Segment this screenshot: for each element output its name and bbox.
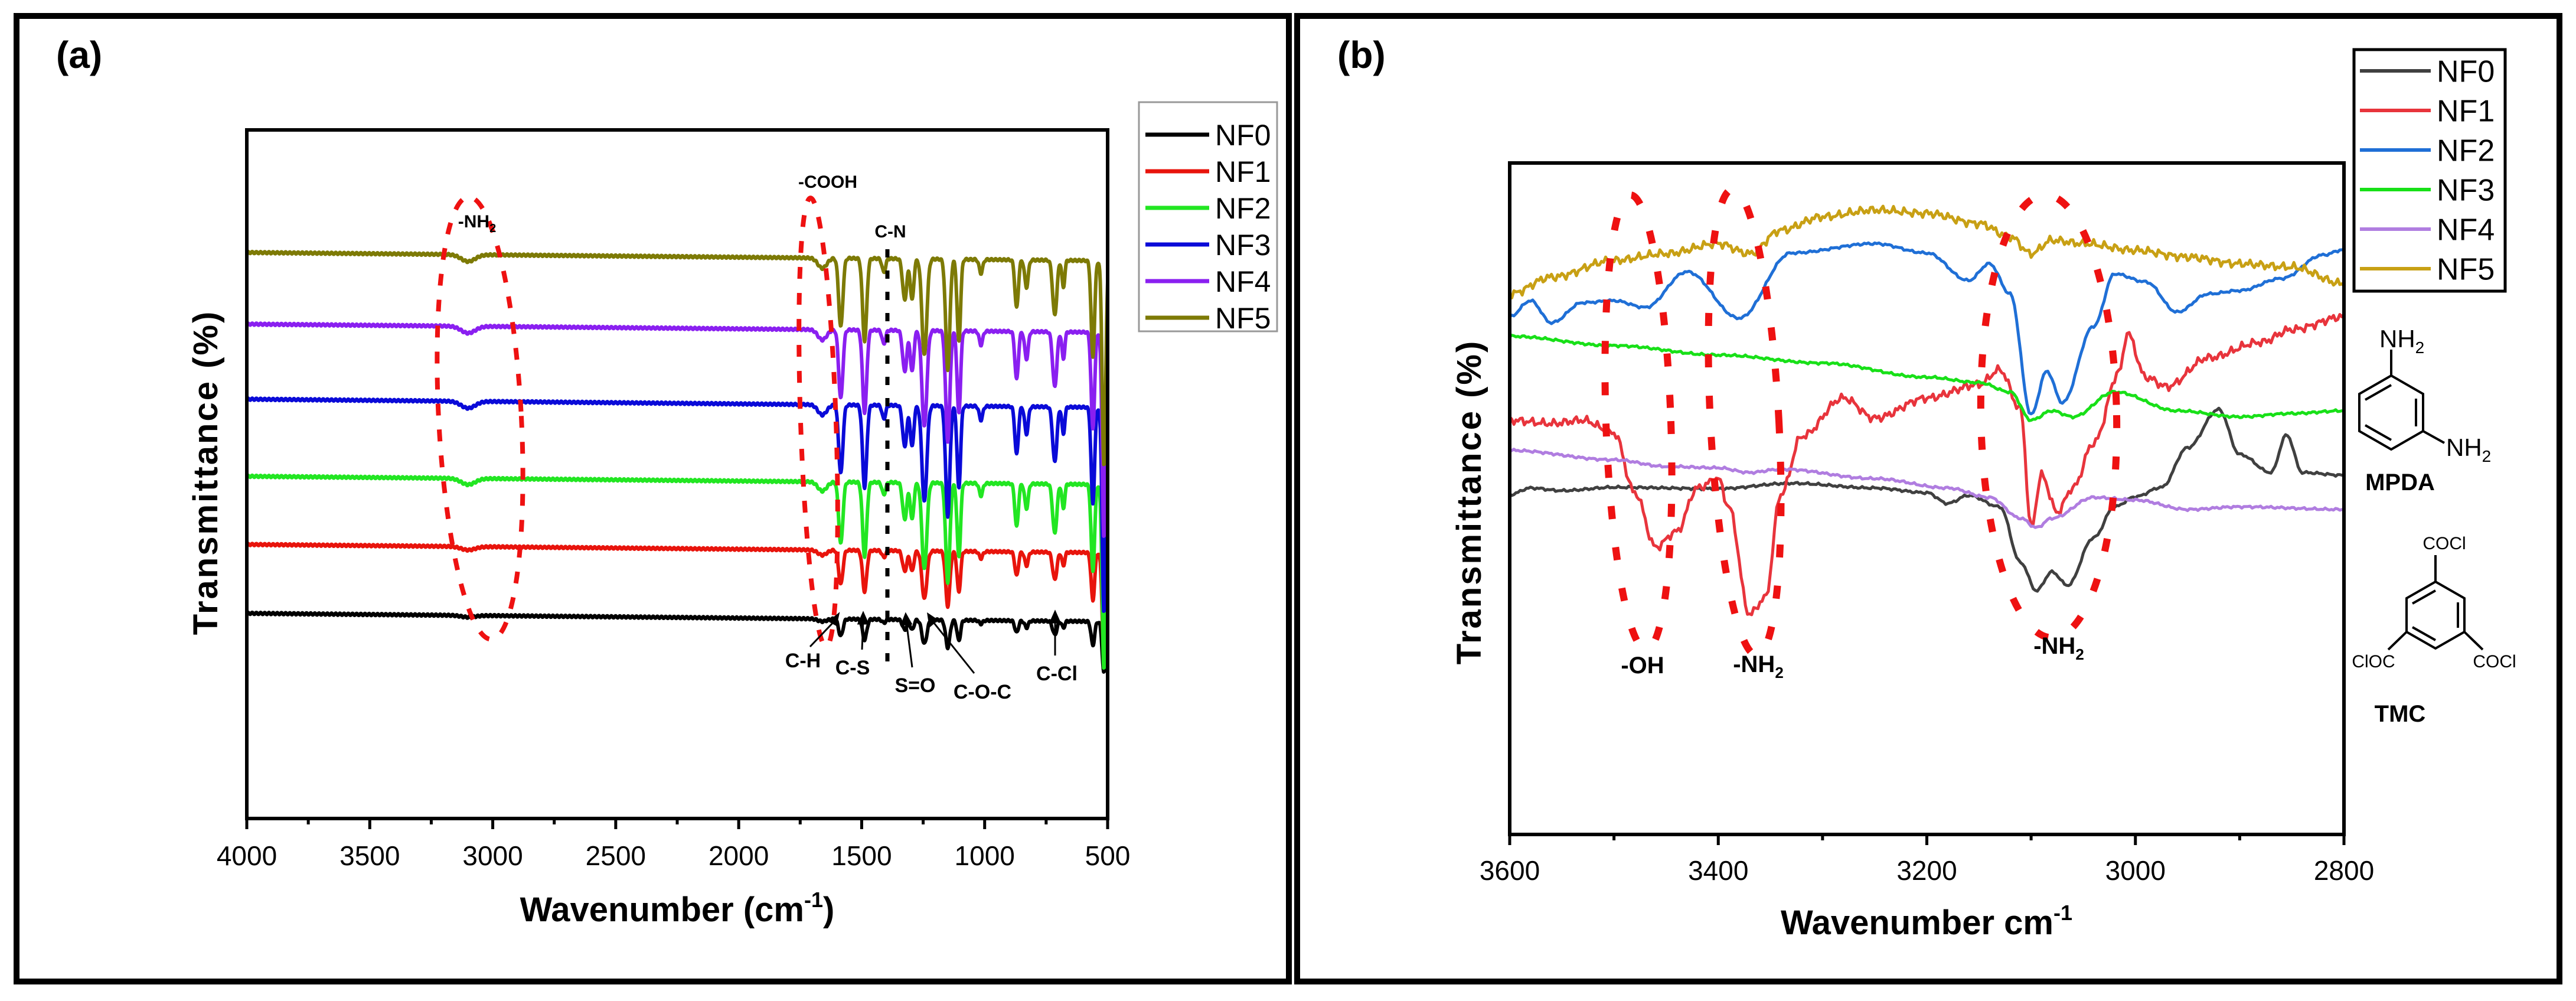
tmc-cocl-top: COCl [2422, 534, 2466, 553]
x-tick-label: 3600 [1480, 855, 1540, 886]
label-nh2-right: -NH2 [2033, 633, 2084, 663]
x-tick-label: 3500 [339, 840, 400, 871]
panel-a-label: (a) [56, 34, 102, 76]
mpda-structure [2358, 350, 2445, 451]
x-tick-label: 3000 [2105, 855, 2166, 886]
label-nh2-left: -NH2 [1733, 651, 1784, 682]
panel-a-y-axis-title: Transmittance (%) [187, 310, 225, 635]
x-tick-label: 3400 [1688, 855, 1748, 886]
legend-label-nf2: NF2 [1215, 192, 1271, 225]
series-line-nf0 [1509, 406, 2345, 593]
series-line-nf1 [1509, 313, 2346, 617]
x-tick-label: 2500 [586, 840, 646, 871]
legend-label-nf4: NF4 [2437, 213, 2495, 247]
mpda-nh2-right: NH2 [2446, 433, 2491, 465]
tmc-label: TMC [2375, 701, 2426, 727]
x-tick-label: 1000 [955, 840, 1015, 871]
nh2-left-oval [1705, 185, 1785, 659]
tmc-cloc-left: ClOC [2352, 652, 2395, 671]
series-line-nf2 [1509, 241, 2345, 416]
panel-b: (b) 3600 3400 3200 3000 2800 Wavenumber cm-1… [1294, 13, 2562, 984]
x-tick-label: 500 [1085, 840, 1131, 871]
label-ch: C-H [785, 650, 821, 672]
nh2-right-oval [1977, 191, 2121, 641]
legend-label-nf0: NF0 [1215, 119, 1271, 152]
series-line-nf3 [1509, 334, 2345, 422]
panel-b-annotations [1601, 185, 2121, 659]
series-line-nf2 [245, 473, 1109, 670]
label-coc: C-O-C [954, 681, 1011, 703]
panel-a-border [14, 13, 1292, 984]
legend-label-nf5: NF5 [1215, 302, 1271, 335]
panel-a-plot-frame [245, 128, 1109, 820]
legend-label-nf3: NF3 [2437, 174, 2495, 208]
panel-b-series [1508, 204, 2346, 617]
label-ccl: C-Cl [1036, 663, 1078, 685]
legend-label-nf0: NF0 [2437, 55, 2495, 89]
panel-a-annotations [435, 194, 840, 649]
mpda-label: MPDA [2365, 469, 2435, 495]
panel-a-x-axis: 4000 3500 3000 2500 2000 1500 1000 500 [217, 819, 1131, 871]
series-line-nf3 [245, 396, 1109, 613]
cooh-oval [796, 195, 840, 649]
series-line-nf5 [1508, 204, 2345, 299]
panel-a-series [245, 249, 1109, 674]
series-line-nf4 [1509, 448, 2345, 529]
legend-label-nf4: NF4 [1215, 265, 1271, 298]
panel-b-legend: NF0 NF1 NF2 NF3 NF4 NF5 [2352, 48, 2507, 293]
series-line-nf5 [245, 249, 1109, 467]
legend-label-nf1: NF1 [2437, 94, 2495, 129]
x-tick-label: 2800 [2314, 855, 2374, 886]
x-tick-label: 2000 [709, 840, 769, 871]
nh2-oval [435, 194, 525, 642]
series-line-nf1 [245, 542, 1109, 656]
tmc-structure [2387, 555, 2484, 651]
legend-label-nf3: NF3 [1215, 229, 1271, 262]
legend-label-nf1: NF1 [1215, 155, 1271, 188]
x-tick-label: 3200 [1896, 855, 1957, 886]
label-cn: C-N [874, 222, 906, 242]
oh-oval [1601, 191, 1676, 653]
x-tick-label: 1500 [831, 840, 892, 871]
label-cooh: -COOH [798, 172, 857, 192]
label-so: S=O [895, 674, 936, 697]
tmc-cocl-right: COCl [2473, 652, 2516, 671]
series-line-nf4 [245, 321, 1109, 538]
panel-a-x-axis-title: Wavenumber (cm-1) [520, 888, 835, 929]
panel-b-label: (b) [1337, 34, 1386, 76]
x-tick-label: 3000 [462, 840, 523, 871]
label-oh: -OH [1621, 653, 1664, 679]
x-tick-label: 4000 [217, 840, 277, 871]
panel-a: (a) 4000 3500 3000 2500 2000 1500 1000 500 Wave… [14, 13, 1292, 984]
label-nh2-a: -NH2 [458, 212, 496, 235]
label-cs: C-S [835, 657, 870, 679]
panel-b-border [1294, 13, 2562, 984]
panel-b-x-axis: 3600 3400 3200 3000 2800 [1480, 834, 2374, 886]
panel-b-y-axis-title: Transmittance (%) [1450, 340, 1488, 665]
panel-a-arrows [809, 609, 1062, 674]
mpda-nh2-top: NH2 [2379, 325, 2424, 357]
panel-b-x-axis-title: Wavenumber cm-1 [1781, 901, 2072, 942]
legend-label-nf5: NF5 [2437, 253, 2495, 287]
series-line-nf0 [245, 610, 1109, 674]
legend-label-nf2: NF2 [2437, 134, 2495, 168]
